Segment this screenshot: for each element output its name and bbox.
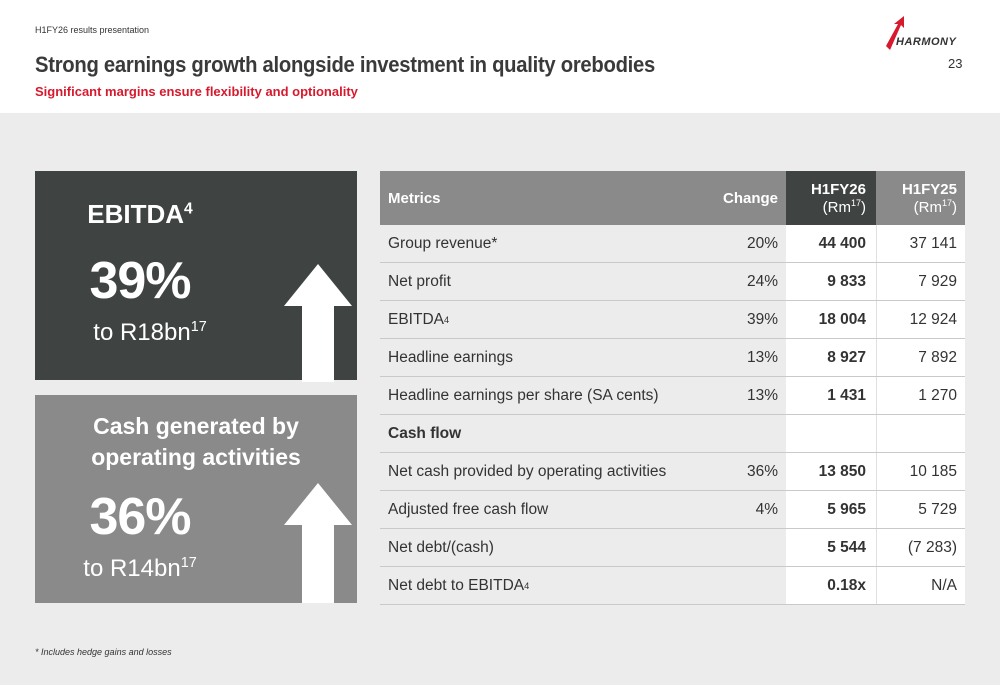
cash-generated-card: Cash generated by operating activities 3… bbox=[35, 395, 357, 603]
card-percent: 36% bbox=[89, 488, 191, 546]
metrics-table: Metrics Change H1FY26 (Rm17) H1FY25 (Rm1… bbox=[380, 171, 965, 605]
h1fy26-cell: 8 927 bbox=[786, 339, 876, 376]
metric-cell: Net debt/(cash) bbox=[388, 538, 494, 556]
h1fy25-cell: N/A bbox=[876, 567, 965, 604]
h1fy26-cell: 9 833 bbox=[786, 263, 876, 300]
h1fy25-cell: 12 924 bbox=[876, 301, 965, 338]
page-subtitle: Significant margins ensure flexibility a… bbox=[35, 84, 358, 99]
h1fy26-cell: 0.18x bbox=[786, 567, 876, 604]
h1fy25-cell: 37 141 bbox=[876, 225, 965, 262]
h1fy26-cell: 5 965 bbox=[786, 491, 876, 528]
change-cell: 39% bbox=[746, 310, 778, 328]
h1fy25-cell: 5 729 bbox=[876, 491, 965, 528]
header-metrics: Metrics bbox=[388, 189, 441, 207]
harmony-logo: HARMONY bbox=[882, 16, 972, 54]
metric-cell: Net debt to EBITDA 4 bbox=[388, 576, 530, 594]
page-number: 23 bbox=[948, 56, 963, 71]
h1fy25-cell: 7 929 bbox=[876, 263, 965, 300]
table-row: Net debt/(cash) 5 544 (7 283) bbox=[380, 529, 965, 567]
card-subtext: to R14bn17 bbox=[83, 555, 197, 582]
metric-cell: EBITDA 4 bbox=[388, 310, 450, 328]
footnote: * Includes hedge gains and losses bbox=[35, 647, 172, 657]
h1fy26-cell: 44 400 bbox=[786, 225, 876, 262]
table-row: EBITDA 4 39% 18 004 12 924 bbox=[380, 301, 965, 339]
change-cell: 4% bbox=[755, 500, 778, 518]
table-row: Net profit 24% 9 833 7 929 bbox=[380, 263, 965, 301]
table-row: Net cash provided by operating activitie… bbox=[380, 453, 965, 491]
metric-cell: Cash flow bbox=[388, 424, 462, 442]
h1fy25-cell: 1 270 bbox=[876, 377, 965, 414]
metric-cell: Net profit bbox=[388, 272, 451, 290]
header-h1fy25: H1FY25 (Rm17) bbox=[901, 180, 957, 216]
logo-arrow-icon bbox=[886, 16, 904, 50]
up-arrow-icon bbox=[284, 483, 352, 603]
table-row: Adjusted free cash flow 4% 5 965 5 729 bbox=[380, 491, 965, 529]
h1fy25-cell: (7 283) bbox=[876, 529, 965, 566]
table-body: Group revenue* 20% 44 400 37 141 Net profit 2… bbox=[380, 225, 965, 605]
change-cell bbox=[720, 415, 786, 452]
table-row: Group revenue* 20% 44 400 37 141 bbox=[380, 225, 965, 263]
card-title: Cash generated by operating activities bbox=[91, 413, 301, 470]
metric-cell: Group revenue* bbox=[388, 234, 498, 252]
table-row: Headline earnings 13% 8 927 7 892 bbox=[380, 339, 965, 377]
change-cell: 36% bbox=[746, 462, 778, 480]
table-row: Net debt to EBITDA 4 0.18x N/A bbox=[380, 567, 965, 605]
h1fy26-cell: 18 004 bbox=[786, 301, 876, 338]
header-h1fy26: H1FY26 (Rm17) bbox=[786, 171, 876, 225]
card-subtext: to R18bn17 bbox=[93, 319, 207, 346]
header: H1FY26 results presentation Strong earni… bbox=[0, 0, 1000, 113]
change-cell: 13% bbox=[746, 386, 778, 404]
change-cell: 13% bbox=[746, 348, 778, 366]
page-title: Strong earnings growth alongside investm… bbox=[35, 52, 655, 77]
change-cell: 20% bbox=[746, 234, 778, 252]
metric-cell: Net cash provided by operating activitie… bbox=[388, 462, 667, 480]
up-arrow-icon bbox=[284, 264, 352, 382]
h1fy26-cell: 13 850 bbox=[786, 453, 876, 490]
h1fy25-cell: 7 892 bbox=[876, 339, 965, 376]
change-cell bbox=[720, 529, 786, 566]
h1fy26-cell: 5 544 bbox=[786, 529, 876, 566]
h1fy26-cell: 1 431 bbox=[786, 377, 876, 414]
change-cell bbox=[720, 567, 786, 604]
h1fy25-cell: 10 185 bbox=[876, 453, 965, 490]
table-row: Cash flow bbox=[380, 415, 965, 453]
h1fy26-cell bbox=[786, 415, 876, 452]
change-cell: 24% bbox=[746, 272, 778, 290]
table-header: Metrics Change H1FY26 (Rm17) H1FY25 (Rm1… bbox=[380, 171, 965, 225]
header-change: Change bbox=[722, 189, 778, 207]
card-title: EBITDA4 bbox=[87, 199, 193, 229]
h1fy25-cell bbox=[876, 415, 965, 452]
metric-cell: Headline earnings bbox=[388, 348, 513, 366]
metric-cell: Adjusted free cash flow bbox=[388, 500, 549, 518]
metric-cell: Headline earnings per share (SA cents) bbox=[388, 386, 659, 404]
table-row: Headline earnings per share (SA cents) 13… bbox=[380, 377, 965, 415]
logo-text: HARMONY bbox=[896, 36, 957, 48]
breadcrumb: H1FY26 results presentation bbox=[35, 25, 150, 35]
ebitda-card: EBITDA4 39% to R18bn17 bbox=[35, 171, 357, 382]
card-percent: 39% bbox=[89, 252, 191, 310]
